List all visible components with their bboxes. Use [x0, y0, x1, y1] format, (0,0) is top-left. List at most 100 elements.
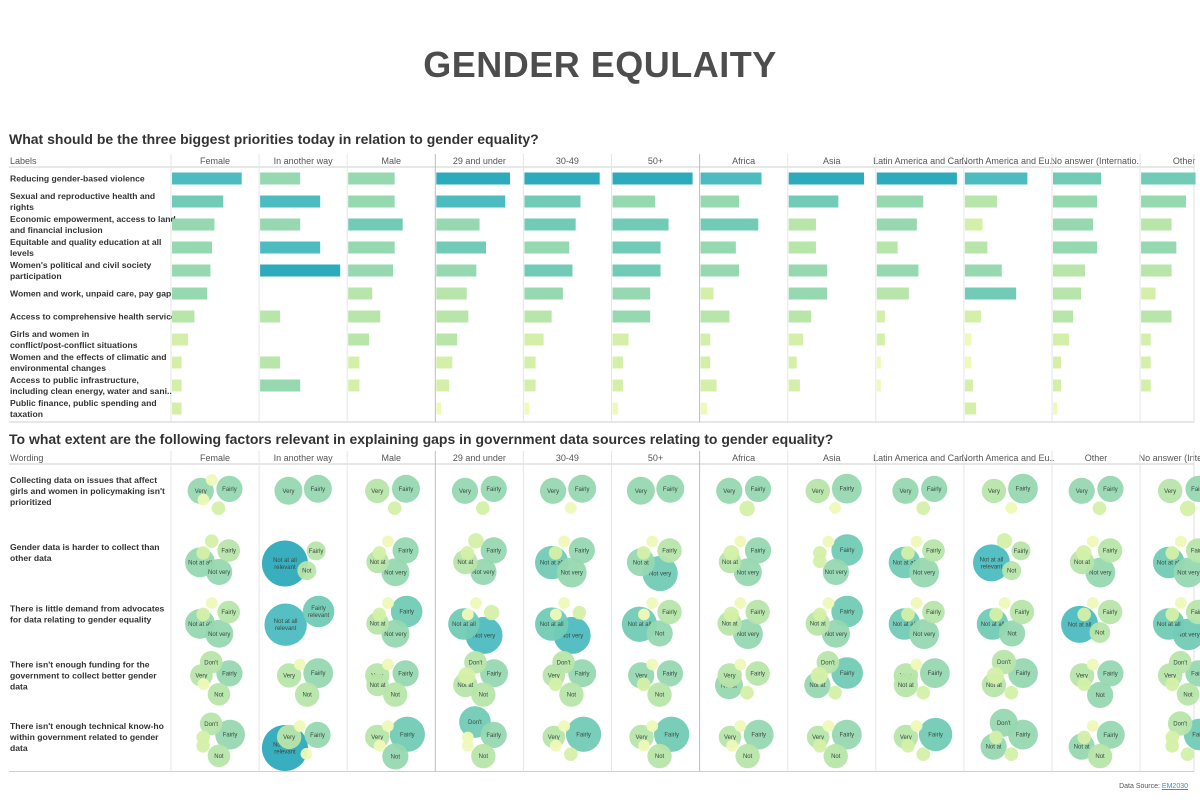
bubble-fairly-1-3 — [480, 537, 507, 564]
bubble-dont-know-3-4 — [552, 651, 575, 674]
bubble-dont-know-2-10 — [1086, 597, 1099, 609]
bubble-label-fairly-2-1: Fairly relevant — [308, 606, 330, 619]
bubble-label-not-very-1-9: Not — [1007, 569, 1017, 575]
bar-africa-3 — [700, 241, 736, 254]
bubble-fairly-1-8 — [922, 539, 945, 562]
bubble-fairly-2-8 — [922, 600, 945, 624]
bar-30-49-6 — [524, 310, 552, 323]
bubble-label-fairly-4-4: Fairly — [576, 732, 591, 738]
bubble-dont-know-3-10 — [1086, 658, 1099, 671]
bubble-not-very-3-8 — [916, 685, 931, 700]
bubble-label-not-at-all-1-1: Not at all relevant — [273, 558, 297, 571]
bubble-very-0-5 — [626, 476, 655, 505]
bar-row-label-10: Public finance, public spending and taxat… — [10, 398, 157, 419]
bar-row-label-2: Economic empowerment, access to land and … — [10, 214, 176, 235]
bar-latin-america-and-car-0 — [876, 172, 957, 185]
bubble-not-very-3-6 — [740, 685, 754, 700]
bubble-label-not-very-2-3: Not very — [473, 633, 495, 639]
bubble-row-label-1: Gender data is harder to collect than oth… — [10, 542, 159, 563]
bubble-not-very-4-0 — [207, 744, 231, 768]
bubble-not-at-all-3-8 — [893, 672, 919, 698]
bar-latin-america-and-car-8 — [876, 356, 881, 369]
bubble-label-very-3-1: Very — [283, 673, 295, 679]
bubble-dont-know-1-10 — [1086, 535, 1099, 548]
bar-asia-5 — [788, 287, 828, 300]
bar-north-america-and-eu-0 — [964, 172, 1028, 185]
bubble-fairly-3-1 — [303, 658, 334, 689]
bubble-label-not-very-2-2: Not very — [384, 632, 406, 638]
bar-female-3 — [172, 241, 213, 254]
bubble-label-fairly-2-2: Fairly — [399, 610, 414, 616]
bubble-fairly-4-2 — [389, 716, 425, 752]
bar-no-answer-internatio-4 — [1053, 264, 1086, 277]
bubble-label-fairly-0-2: Fairly — [399, 487, 414, 493]
bubble-column-header-no-answer-internatio: No answer (Internatio.. — [1139, 453, 1200, 463]
bubble-not-at-all-4-4 — [550, 739, 562, 752]
bar-row-label-6: Access to comprehensive health services — [10, 312, 181, 322]
bar-in-another-way-4 — [260, 264, 341, 277]
bubble-label-very-3-0: Very — [195, 673, 207, 679]
bar-africa-7 — [700, 333, 711, 346]
bar-latin-america-and-car-4 — [876, 264, 919, 277]
bubble-very-0-7 — [805, 478, 830, 504]
bubble-not-at-all-4-0 — [196, 738, 210, 753]
bubble-label-not-very-2-9: Not — [1007, 631, 1017, 637]
bubble-not-very-3-11 — [1176, 682, 1200, 706]
bubble-not-very-1-1 — [297, 561, 317, 581]
bar-50-1 — [612, 195, 655, 208]
bubble-not-very-4-5 — [647, 743, 672, 769]
bubble-label-fairly-1-10: Fairly — [1103, 548, 1118, 554]
bubble-label-fairly-1-5: Fairly — [662, 548, 677, 554]
bar-50-3 — [612, 241, 661, 254]
bubble-label-fairly-1-8: Fairly — [926, 549, 941, 555]
bubble-fairly-0-8 — [921, 475, 948, 502]
bubble-label-not-at-all-1-10: Not at — [1074, 560, 1090, 566]
bubble-label-very-4-6: Very — [724, 735, 736, 741]
bubble-label-fairly-0-9: Fairly — [1016, 487, 1031, 493]
bubble-label-not-at-all-2-4: Not at all — [540, 622, 564, 628]
bar-row-label-7: Girls and women in conflict/post-conflict… — [10, 329, 138, 350]
bubble-not-very-4-11 — [1180, 747, 1195, 761]
bubble-not-very-1-4 — [556, 557, 587, 588]
bubble-label-not-at-all-1-4: Not at all — [540, 561, 564, 567]
bar-asia-4 — [788, 264, 828, 277]
bubble-label-not-at-all-2-3: Not at all — [452, 622, 476, 628]
bubble-dont-know-3-6 — [734, 658, 747, 671]
bubble-label-very-4-1: Very — [283, 735, 295, 741]
bubble-very-2-3 — [461, 608, 474, 621]
bar-no-answer-internatio-3 — [1053, 241, 1098, 254]
bubble-label-fairly-2-7: Fairly — [840, 610, 855, 616]
bubble-column-header-other: Other — [1085, 453, 1108, 463]
bubble-very-3-9 — [986, 667, 1004, 685]
bubble-label-not-at-all-2-0: Not at all — [188, 622, 212, 628]
bubble-fairly-2-10 — [1097, 599, 1123, 625]
bubble-very-3-7 — [810, 667, 828, 685]
bar-north-america-and-eu-3 — [964, 241, 988, 254]
data-source-link[interactable]: EM2030 — [1161, 783, 1188, 790]
bubble-label-dont-know-3-7: Don't — [821, 660, 835, 666]
bubble-very-2-8 — [901, 607, 915, 622]
bubble-dont-know-2-2 — [382, 597, 394, 609]
bar-row-label-3: Equitable and quality education at all le… — [10, 237, 161, 258]
bubble-label-very-0-6: Very — [723, 489, 735, 495]
bar-female-8 — [172, 356, 182, 369]
bar-column-header-male: Male — [381, 156, 401, 166]
bubble-label-fairly-0-1: Fairly — [311, 487, 326, 493]
bubble-label-not-at-all-1-11: Not at all — [1157, 560, 1181, 566]
bubble-label-dont-know-3-4: Don't — [557, 660, 571, 666]
bar-column-header-other: Other — [1173, 156, 1196, 166]
bubble-label-not-very-3-5: Not — [655, 693, 665, 699]
bubble-column-header-female: Female — [200, 453, 230, 463]
bubble-not-very-1-0 — [206, 558, 233, 586]
bubble-label-not-at-all-2-9: Not at all — [981, 622, 1005, 628]
bar-column-header-female: Female — [200, 156, 230, 166]
bubble-fairly-1-1 — [306, 541, 326, 561]
bubble-very-1-10 — [1076, 545, 1092, 561]
bubble-label-fairly-1-4: Fairly — [574, 548, 589, 554]
bubble-dont-know-2-5 — [646, 597, 659, 609]
bar-50-4 — [612, 264, 661, 277]
bubble-label-not-very-1-0: Not very — [208, 570, 230, 576]
bar-50-5 — [612, 287, 651, 300]
bubble-label-not-at-all-2-7: Not at — [810, 622, 826, 628]
bubble-label-dont-know-3-11: Don't — [1173, 660, 1187, 666]
